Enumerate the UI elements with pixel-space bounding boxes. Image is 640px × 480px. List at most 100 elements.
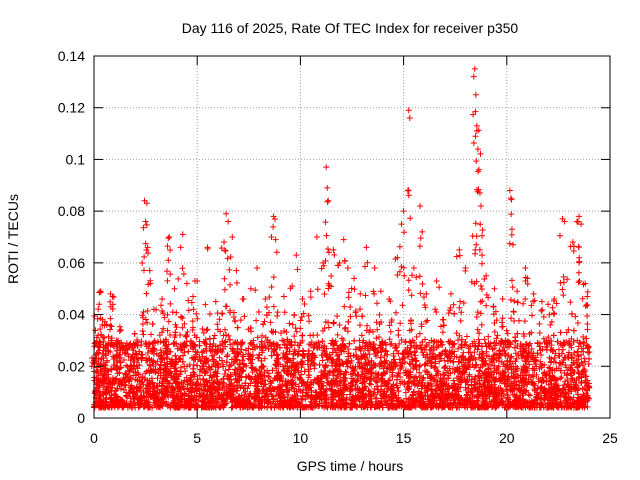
roti-point-band [240,385,247,392]
roti-point-band [280,367,287,374]
roti-point-band [247,356,254,363]
roti-point-band [121,357,128,364]
roti-point-band [212,368,219,375]
roti-point-band [352,346,359,353]
roti-point-band [211,332,218,339]
roti-point-band [554,338,561,345]
roti-point-band [171,400,178,407]
roti-point-band [177,368,184,375]
roti-point-band [530,365,537,372]
roti-point-band [467,388,474,395]
roti-point-band [233,387,240,394]
roti-point-band [416,369,423,376]
roti-point-band [562,388,569,395]
roti-point-band [159,380,166,387]
roti-point-band [261,369,268,376]
roti-point-band [558,342,565,349]
roti-point-band [564,401,571,408]
roti-point-band [283,400,290,407]
roti-point-band [496,378,503,385]
roti-point-band [525,391,532,398]
roti-point-band [194,376,201,383]
roti-point-band [353,313,360,320]
roti-point-band [565,349,572,356]
roti-point-band [330,372,337,379]
roti-point-band [375,348,382,355]
roti-point-band [466,373,473,380]
roti-point-band [361,342,368,349]
roti-point-band [489,346,496,353]
roti-point-band [298,359,305,366]
roti-point-band [581,355,588,362]
roti-point-band [190,361,197,368]
roti-point-band [130,395,137,402]
roti-point-band [172,352,179,359]
roti-point-band [264,339,271,346]
roti-point-band [580,333,587,340]
roti-point-band [507,382,514,389]
roti-point-band [384,351,391,358]
roti-point-band [129,402,136,409]
roti-point-band [305,372,312,379]
roti-point-band [344,358,351,365]
roti-point-band [408,395,415,402]
roti-point-band [171,377,178,384]
roti-point-band [582,358,589,365]
roti-point-band [258,365,265,372]
roti-point-band [356,337,363,344]
roti-point-band [446,365,453,372]
roti-point-band [464,391,470,398]
roti-point-band [401,379,408,386]
roti-point-band [252,345,259,352]
roti-point-band [586,348,593,355]
roti-point-band [422,367,429,374]
roti-point-band [164,327,171,334]
roti-point-band [177,386,184,393]
roti-point-band [200,329,207,336]
roti-point-band [510,366,517,373]
roti-point-band [538,364,545,371]
roti-point-band [395,350,402,357]
roti-point-band [311,400,318,407]
roti-point-band [123,400,130,407]
roti-point-band [133,351,140,358]
roti-point-band [508,369,515,376]
roti-point-band [278,382,285,389]
roti-point-band [411,355,418,362]
roti-point-band [375,386,382,393]
roti-point-band [524,381,531,388]
roti-point-band [413,366,420,373]
roti-point-band [230,346,237,353]
roti-point-band [142,370,149,377]
roti-point-band [265,374,272,381]
roti-point-band [354,385,361,392]
roti-point-band [411,374,418,381]
roti-point-band [412,358,419,365]
roti-point-band [471,338,478,345]
roti-point-band [348,375,355,382]
roti-point-band [305,366,312,373]
roti-point-band [419,339,426,346]
roti-point-band [328,402,335,409]
roti-point-band [139,351,146,358]
roti-point-band [153,350,160,357]
roti-point-band [291,346,298,353]
roti-point-band [191,373,198,380]
roti-point-band [492,376,499,383]
roti-point-band [453,353,460,360]
roti-point-band [199,353,206,360]
roti-point-band [257,370,264,377]
roti-point-band [494,332,501,339]
roti-point-band [430,338,437,345]
roti-point-band [223,331,230,338]
roti-point-band [334,342,341,349]
roti-point-band [458,377,465,384]
roti-point-band [451,399,458,406]
roti-point-band [557,392,564,399]
roti-point-band [359,313,366,320]
roti-point-band [428,380,435,387]
roti-point-band [575,356,582,363]
roti-point-band [173,340,180,347]
roti-point-band [330,339,337,346]
roti-point-band [253,377,260,384]
